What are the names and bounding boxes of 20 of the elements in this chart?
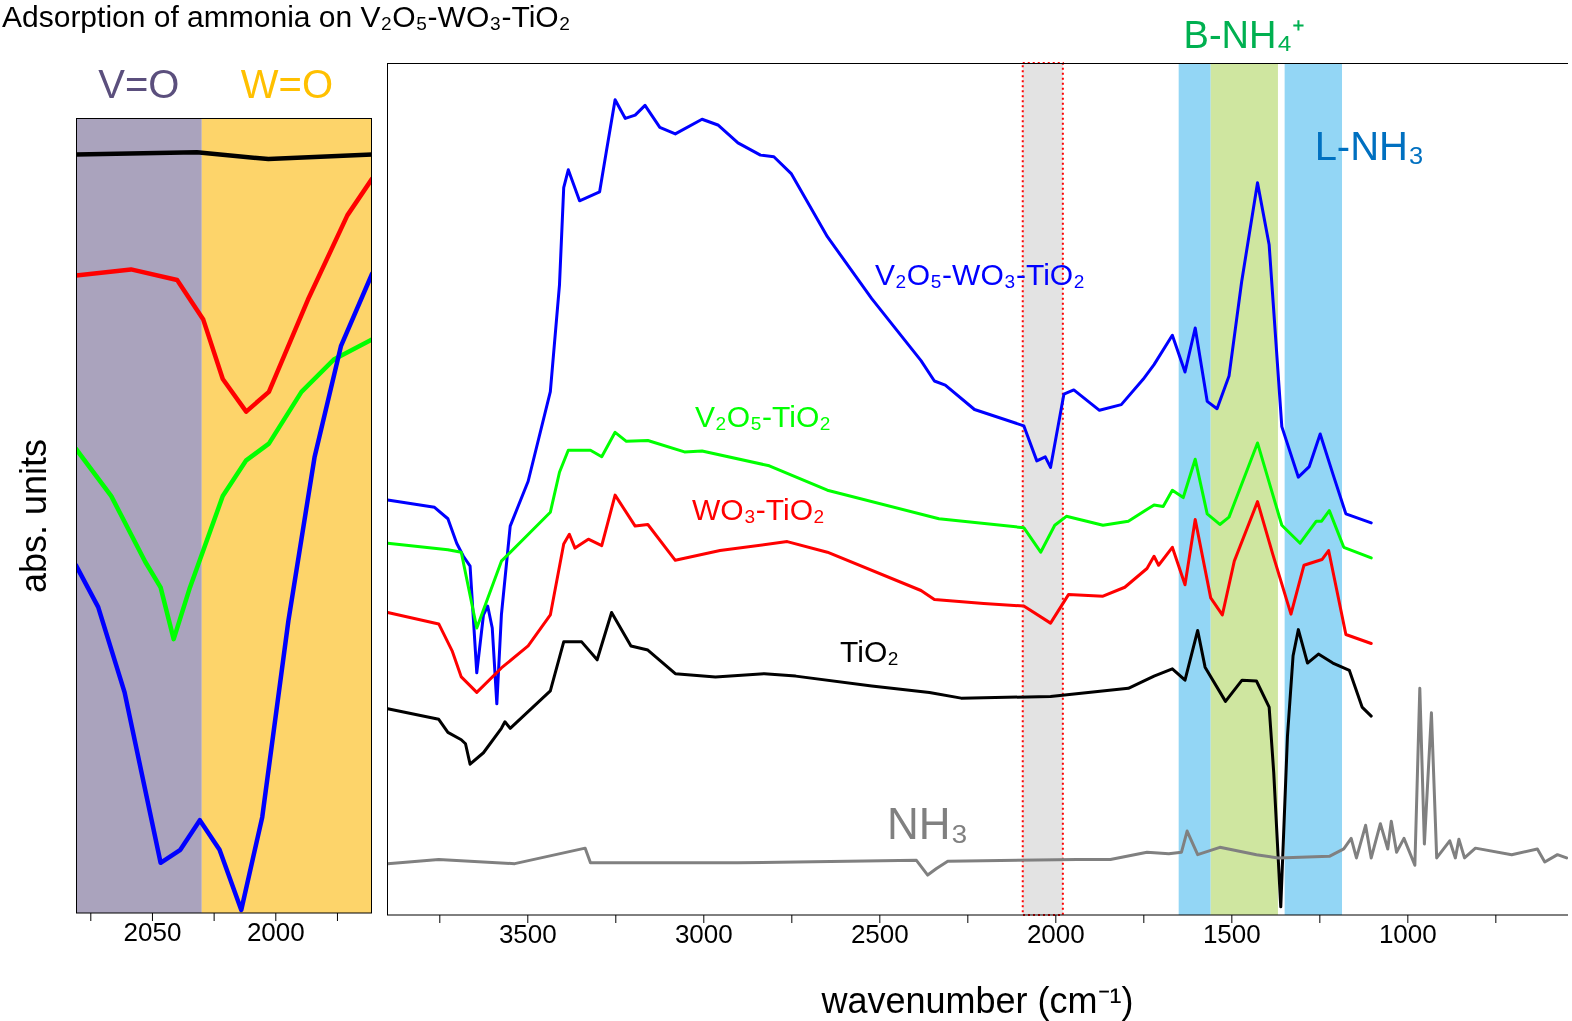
series-label: NH₃ xyxy=(887,799,969,849)
series-label: V₂O₅-TiO₂ xyxy=(695,400,831,433)
x-tick-label: 2050 xyxy=(123,917,182,948)
chart-title: Adsorption of ammonia on V₂O₅-WO₃-TiO₂ xyxy=(2,0,571,34)
x-tick-label: 2000 xyxy=(1026,919,1085,950)
x-axis-title: wavenumber (cm⁻¹) xyxy=(820,980,1134,1021)
x-tick-label: 1500 xyxy=(1202,919,1261,950)
x-tick-label: 1000 xyxy=(1378,919,1437,950)
series-label: TiO₂ xyxy=(840,635,899,668)
y-axis-title: abs. units xyxy=(13,438,55,593)
series-label: V₂O₅-WO₃-TiO₂ xyxy=(875,258,1085,291)
series-label: WO₃-TiO₂ xyxy=(692,493,825,526)
x-tick-label: 2000 xyxy=(246,917,305,948)
band-label: V=O xyxy=(98,62,180,106)
band-label: W=O xyxy=(240,62,334,106)
band-label: B-NH₄⁺ xyxy=(1183,14,1306,56)
x-tick-label: 3500 xyxy=(498,919,557,950)
x-tick-label: 3000 xyxy=(674,919,733,950)
x-tick-label: 2500 xyxy=(850,919,909,950)
band-label: L-NH₃ xyxy=(1314,124,1425,168)
